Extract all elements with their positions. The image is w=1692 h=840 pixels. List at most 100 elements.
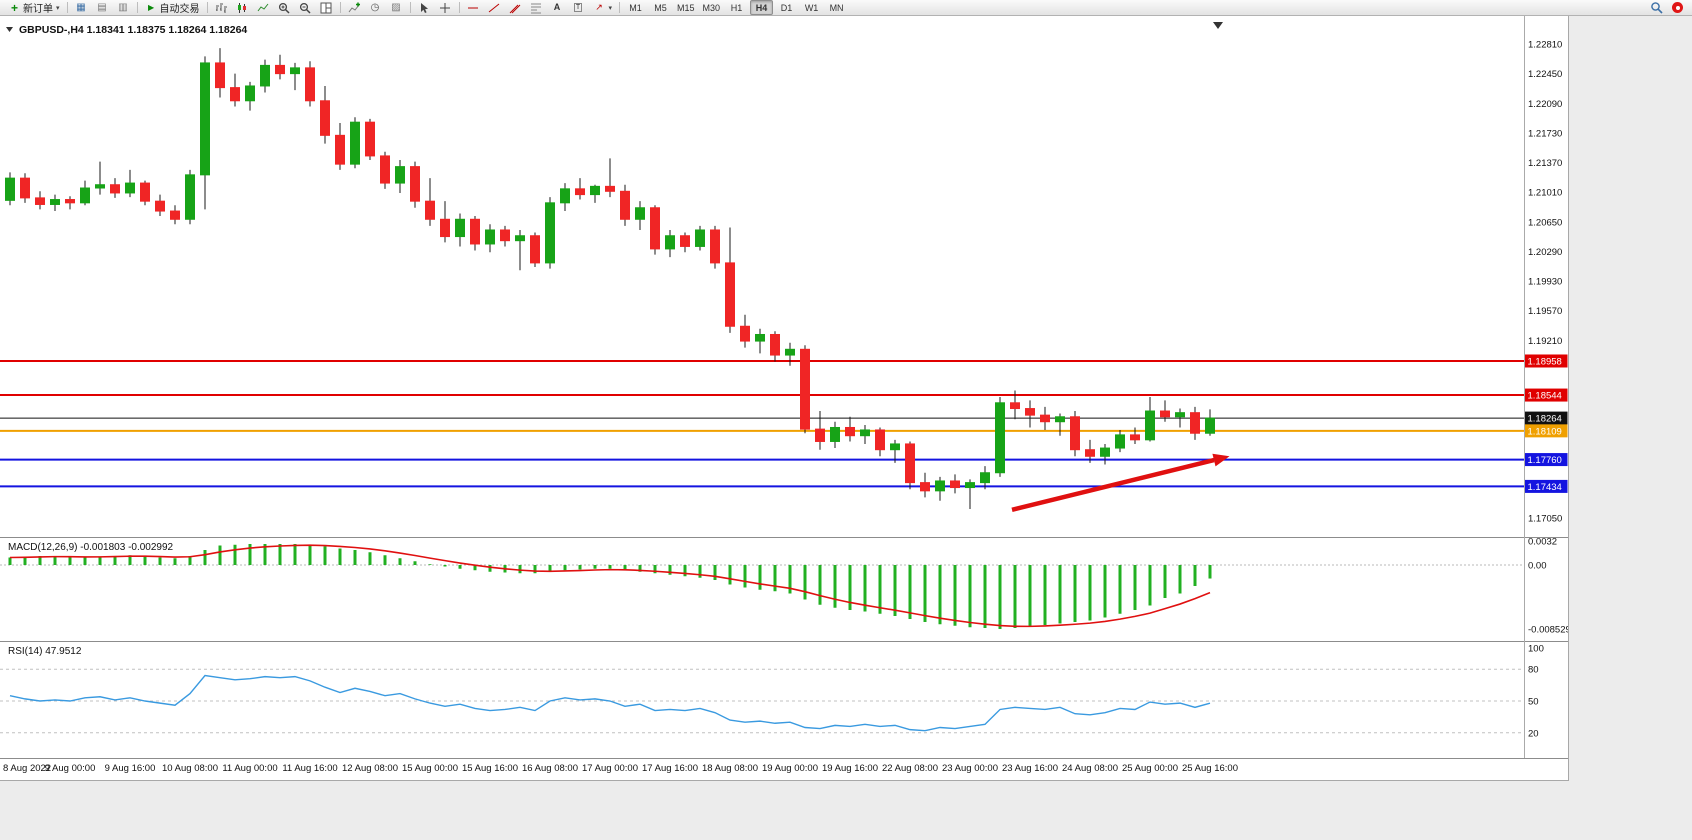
timeframe-h1-button[interactable]: H1	[730, 2, 743, 13]
trendline-icon	[488, 1, 501, 14]
line-chart-icon	[257, 1, 270, 14]
tile-windows-button[interactable]	[316, 0, 337, 16]
arrows-icon: ↗	[595, 2, 603, 12]
timeframe-mn-button[interactable]: MN	[829, 2, 844, 13]
candle	[485, 224, 495, 253]
chart-candles-button[interactable]	[232, 0, 253, 16]
status-strip	[0, 780, 1569, 840]
chart-shift-marker[interactable]	[1213, 22, 1223, 29]
hline-tool-button[interactable]	[463, 0, 484, 16]
timeframe-m5-button[interactable]: M5	[654, 2, 667, 13]
zoom-in-button[interactable]	[274, 0, 295, 16]
timeframe-m30-button[interactable]: M30	[702, 2, 721, 13]
candle	[290, 62, 300, 91]
text-tool-button[interactable]: A	[547, 0, 568, 16]
candle	[830, 421, 840, 449]
notifications-button[interactable]	[1667, 0, 1688, 16]
rsi-panel: RSI(14) 47.9512 100 80 50 20	[0, 644, 1544, 739]
candle	[590, 184, 600, 203]
macd-histogram	[8, 544, 1212, 629]
support-resistance-lines[interactable]	[0, 359, 1524, 488]
time-axis-label: 25 Aug 00:00	[1122, 763, 1178, 774]
trend-arrow[interactable]	[1011, 453, 1230, 512]
toolbar-separator	[619, 2, 621, 13]
chart-windows-button[interactable]: ▦	[71, 0, 92, 16]
svg-text:1.19210: 1.19210	[1528, 336, 1562, 347]
time-axis-label: 8 Aug 2022	[3, 763, 51, 774]
bars-icon	[215, 1, 228, 14]
time-axis-label: 19 Aug 00:00	[762, 763, 818, 774]
indicators-button[interactable]	[344, 0, 365, 16]
collapse-chart-icon[interactable]	[6, 27, 13, 32]
svg-text:1.22450: 1.22450	[1528, 69, 1562, 80]
price-tag: 1.18958	[1524, 354, 1568, 368]
candle	[20, 173, 30, 203]
chart-window: 1.22810 1.22450 1.22090 1.21730 1.21370 1.210…	[0, 16, 1571, 780]
timeframe-h4-button[interactable]: H4	[750, 0, 774, 15]
candle	[620, 184, 630, 226]
price-axis[interactable]: 1.22810 1.22450 1.22090 1.21730 1.21370 1.210…	[1528, 40, 1562, 525]
profile-icon: ▤	[97, 2, 107, 13]
fibo-tool-button[interactable]	[526, 0, 547, 16]
time-axis-label: 11 Aug 00:00	[222, 763, 277, 774]
candle	[320, 85, 330, 144]
candle	[665, 229, 675, 258]
templates-button[interactable]: ▨	[386, 0, 407, 16]
trendline-tool-button[interactable]	[484, 0, 505, 16]
cursor-button[interactable]	[414, 0, 435, 16]
candle	[740, 314, 750, 348]
macd-axis-label: -0.008529	[1528, 624, 1568, 635]
chart-bars-button[interactable]	[211, 0, 232, 16]
profiles-button[interactable]: ▤	[92, 0, 113, 16]
chart-canvas[interactable]: 1.22810 1.22450 1.22090 1.21730 1.21370 1.210…	[0, 16, 1571, 780]
time-axis-label: 17 Aug 16:00	[642, 763, 698, 774]
candle	[1175, 408, 1185, 428]
candle	[260, 59, 270, 93]
timeframe-d1-button[interactable]: D1	[780, 2, 793, 13]
time-axis-label: 22 Aug 08:00	[882, 763, 938, 774]
candle	[455, 213, 465, 247]
timeframe-m1-button[interactable]: M1	[629, 2, 642, 13]
candle	[350, 117, 360, 169]
window-icon: ▥	[118, 2, 128, 13]
candle	[245, 81, 255, 111]
grid-icon: ▦	[76, 2, 86, 13]
autotrading-button[interactable]: ▶ 自动交易	[141, 0, 204, 16]
hline-icon	[467, 1, 480, 14]
chart-line-button[interactable]	[253, 0, 274, 16]
candle	[35, 191, 45, 210]
channel-tool-button[interactable]	[505, 0, 526, 16]
template-icon: ▨	[391, 2, 401, 13]
rsi-axis-label: 80	[1528, 665, 1539, 676]
candle	[215, 48, 225, 98]
candle	[545, 197, 555, 269]
arrows-tool-button[interactable]: ↗ ▾	[589, 0, 617, 16]
candle	[710, 225, 720, 269]
candle	[890, 439, 900, 463]
rsi-line	[9, 674, 1211, 732]
svg-text:1.21010: 1.21010	[1528, 188, 1562, 199]
candle	[935, 476, 945, 501]
crosshair-button[interactable]	[435, 0, 456, 16]
label-tool-button[interactable]: T	[568, 0, 589, 16]
candle	[635, 201, 645, 230]
crosshair-icon	[439, 1, 452, 14]
new-order-button[interactable]: + 新订单 ▾	[4, 0, 64, 16]
zoom-out-button[interactable]	[295, 0, 316, 16]
candle	[305, 61, 315, 107]
rsi-axis-label: 20	[1528, 728, 1539, 739]
candle	[1115, 429, 1125, 453]
rsi-axis-label: 50	[1528, 697, 1539, 708]
toolbar: + 新订单 ▾ ▦ ▤ ▥ ▶ 自动交易 ◷ ▨ A T ↗ ▾ M1 M5 M15 M30 H1 H4 D1 W1 MN	[0, 0, 1692, 16]
candle	[230, 73, 240, 107]
alert-icon	[1671, 1, 1684, 14]
candle	[560, 183, 570, 212]
data-window-button[interactable]: ▥	[113, 0, 134, 16]
timeframe-m15-button[interactable]: M15	[677, 2, 695, 13]
search-button[interactable]	[1646, 0, 1667, 16]
timeframe-w1-button[interactable]: W1	[804, 2, 819, 13]
periods-button[interactable]: ◷	[365, 0, 386, 16]
svg-text:1.18958: 1.18958	[1528, 356, 1562, 367]
toolbar-separator	[136, 2, 138, 13]
